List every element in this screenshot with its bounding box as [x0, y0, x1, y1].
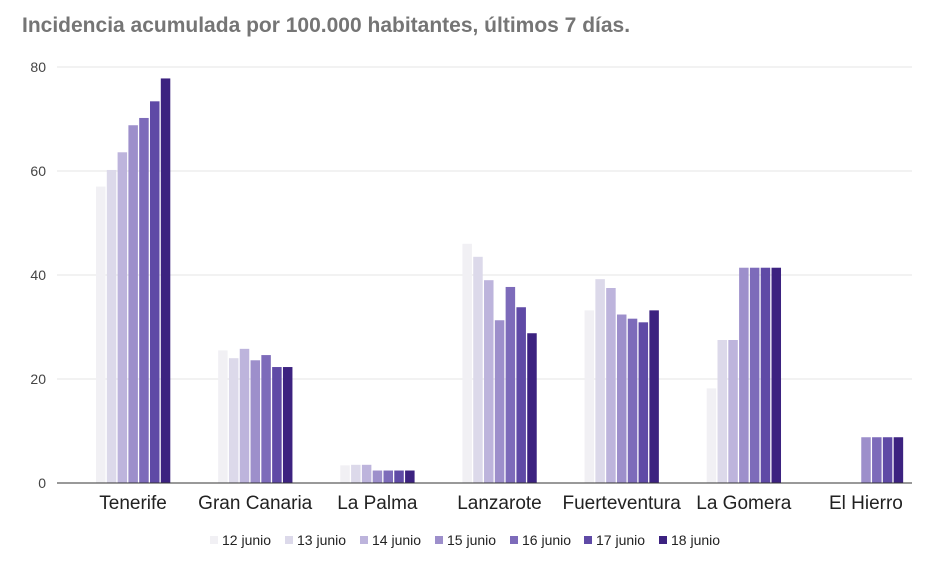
bar: [160, 78, 171, 483]
bar: [394, 470, 404, 483]
bar: [272, 367, 282, 483]
legend-label: 13 junio: [297, 532, 346, 548]
bar: [383, 470, 393, 483]
bar: [128, 125, 138, 484]
legend-swatch: [435, 536, 443, 544]
bar: [139, 117, 149, 484]
bar: [372, 470, 383, 483]
y-axis-ticks: 0 20 40 60 80: [30, 59, 46, 491]
bar: [616, 314, 627, 483]
legend-swatch: [584, 536, 592, 544]
y-tick-label: 80: [30, 59, 46, 75]
bar: [771, 267, 782, 483]
bar: [473, 256, 483, 483]
bar: [218, 350, 228, 483]
bar: [239, 348, 250, 483]
legend-swatch: [510, 536, 518, 544]
x-axis-labels: Tenerife Gran Canaria La Palma Lanzarote Fue…: [99, 493, 903, 514]
legend-label: 17 junio: [596, 532, 645, 548]
legend-label: 15 junio: [447, 532, 496, 548]
x-tick-label: Lanzarote: [457, 493, 542, 514]
y-tick-label: 40: [30, 267, 46, 283]
bar: [627, 318, 638, 483]
bar: [484, 280, 494, 483]
legend: 12 junio 13 junio 14 junio 15 junio 16 junio…: [210, 532, 720, 548]
x-tick-label: El Hierro: [829, 493, 903, 514]
bar: [462, 243, 472, 483]
bar: [150, 101, 160, 483]
x-tick-label: Tenerife: [99, 493, 167, 514]
bar: [649, 310, 659, 483]
bar: [606, 288, 616, 483]
bar: [527, 333, 537, 483]
bar: [117, 152, 128, 483]
bar: [638, 322, 649, 483]
bars: [96, 78, 904, 484]
bar: [282, 367, 293, 483]
bar: [228, 358, 239, 483]
legend-swatch: [285, 536, 293, 544]
y-tick-label: 60: [30, 163, 46, 179]
bar: [351, 464, 361, 483]
legend-label: 14 junio: [372, 532, 421, 548]
x-tick-label: Gran Canaria: [198, 493, 312, 514]
bar: [595, 279, 605, 483]
y-tick-label: 0: [38, 475, 46, 491]
bar: [861, 437, 871, 483]
bar: [739, 267, 749, 483]
bar: [717, 340, 728, 483]
bar: [340, 465, 350, 483]
bar: [584, 310, 595, 483]
bar: [261, 355, 271, 483]
bar: [494, 320, 505, 483]
bar: [728, 340, 738, 483]
legend-swatch: [659, 536, 667, 544]
y-tick-label: 20: [30, 371, 46, 387]
bar: [749, 267, 760, 483]
bar: [893, 437, 904, 483]
bar: [706, 388, 717, 483]
bar: [882, 437, 893, 483]
legend-swatch: [210, 536, 218, 544]
legend-label: 12 junio: [222, 532, 271, 548]
x-tick-label: La Palma: [337, 493, 418, 514]
chart-title: Incidencia acumulada por 100.000 habitan…: [22, 14, 631, 37]
legend-swatch: [360, 536, 368, 544]
bar: [250, 360, 261, 483]
bar: [361, 464, 372, 483]
x-tick-label: La Gomera: [696, 493, 791, 514]
bar: [505, 286, 516, 483]
bar: [872, 437, 882, 483]
bar: [760, 267, 771, 483]
bar: [96, 186, 106, 483]
bar: [106, 169, 117, 483]
bar: [405, 470, 415, 483]
bar: [516, 307, 526, 483]
legend-label: 18 junio: [671, 532, 720, 548]
x-tick-label: Fuerteventura: [562, 493, 681, 514]
legend-label: 16 junio: [522, 532, 571, 548]
